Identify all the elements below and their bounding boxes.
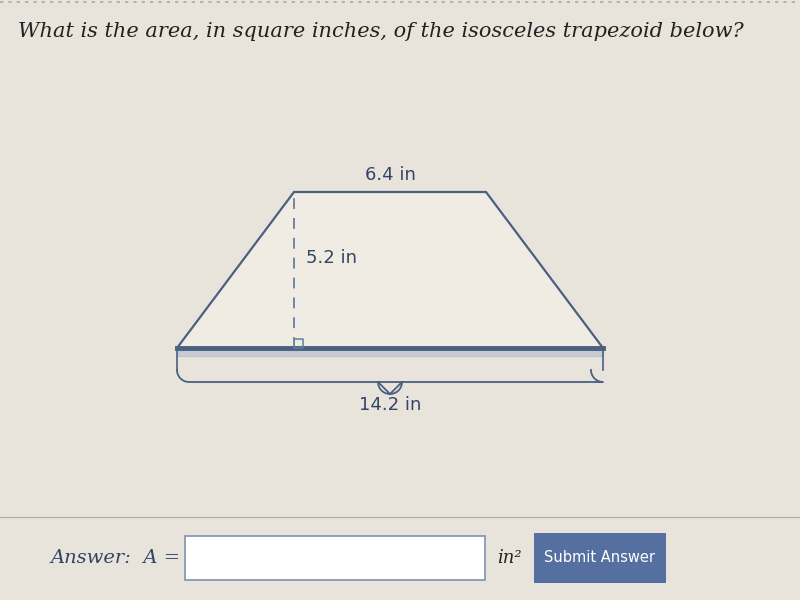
- Text: What is the area, in square inches, of the isosceles trapezoid below?: What is the area, in square inches, of t…: [18, 22, 744, 41]
- Text: 5.2 in: 5.2 in: [306, 249, 357, 267]
- Text: 14.2 in: 14.2 in: [359, 396, 421, 414]
- Text: 6.4 in: 6.4 in: [365, 166, 415, 184]
- FancyBboxPatch shape: [185, 536, 485, 580]
- Text: in²: in²: [497, 549, 522, 567]
- FancyBboxPatch shape: [534, 533, 666, 583]
- Text: Answer:  A =: Answer: A =: [50, 549, 180, 567]
- Text: Submit Answer: Submit Answer: [545, 551, 655, 565]
- Polygon shape: [177, 192, 603, 348]
